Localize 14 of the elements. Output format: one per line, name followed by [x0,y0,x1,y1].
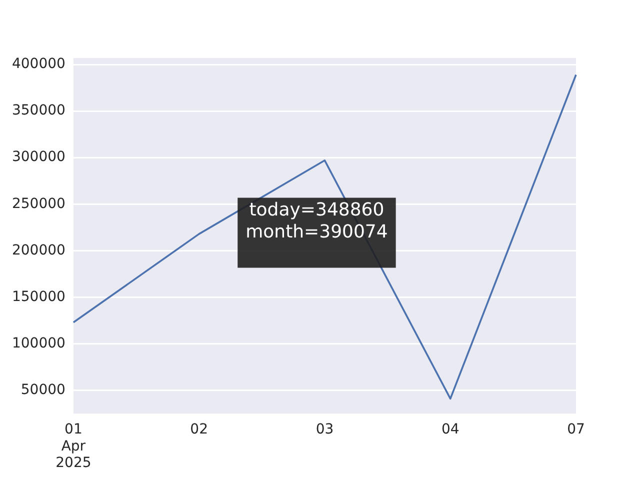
y-tick-label: 150000 [12,288,66,305]
y-tick-label: 300000 [12,149,66,166]
x-tick-label: 03 [316,422,334,438]
y-tick-label: 100000 [12,335,66,352]
y-tick-label: 200000 [12,242,66,258]
y-tick-label: 250000 [12,196,66,212]
x-tick-label: 07 [567,422,585,438]
y-tick-label: 400000 [12,56,66,72]
x-tick-label: 01 Apr 2025 [56,422,92,472]
annotation: today=348860 month=390074 [246,199,388,242]
x-tick-label: 02 [190,422,208,438]
y-tick-label: 50000 [20,382,66,398]
x-tick-label: 04 [441,422,460,438]
y-tick-label: 350000 [12,102,66,119]
